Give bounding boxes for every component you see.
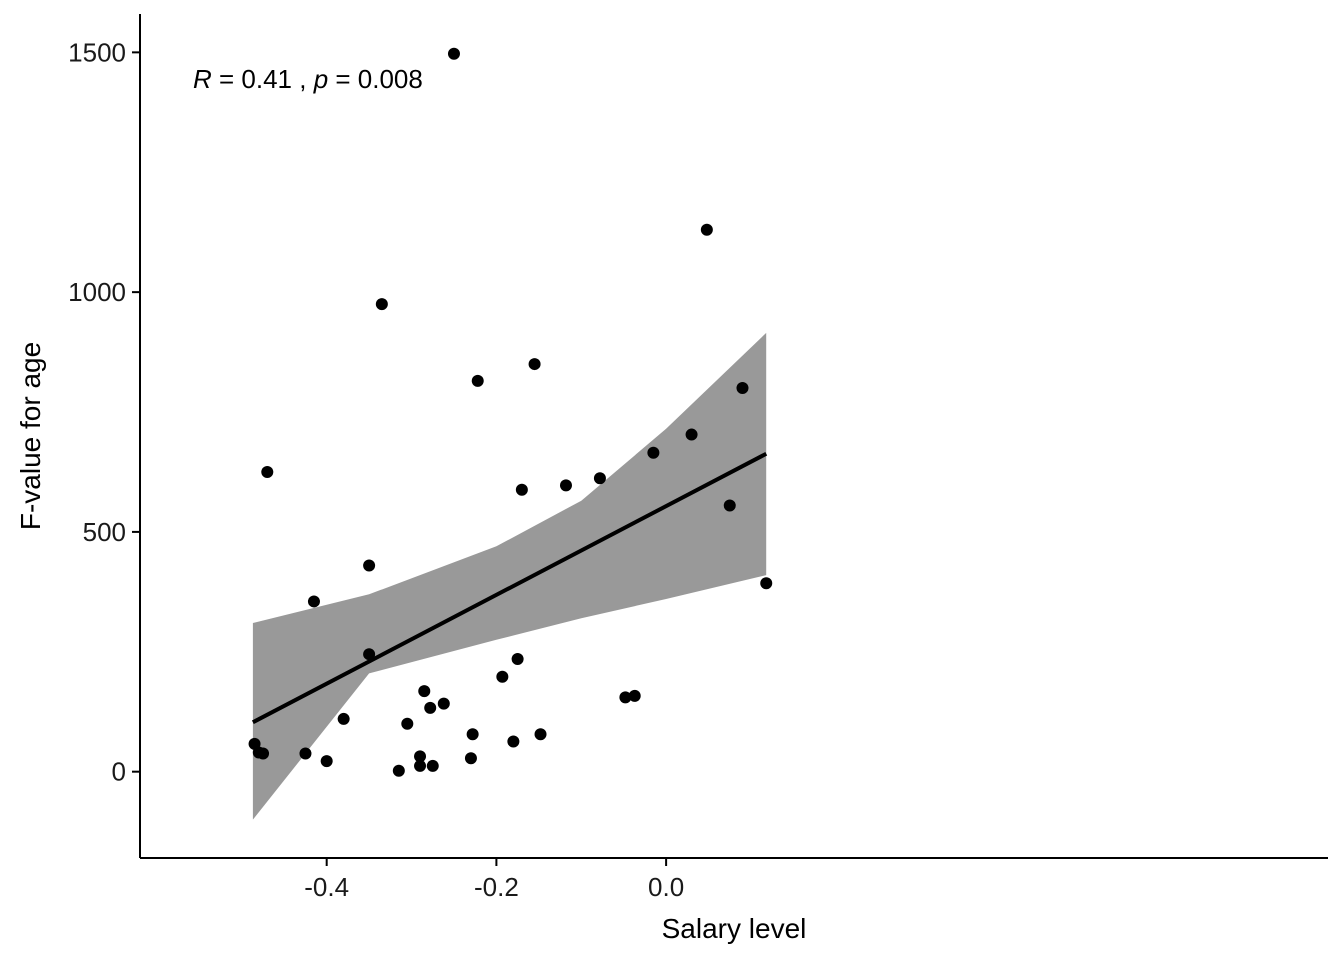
data-point [507,735,520,748]
x-axis-ticks: -0.4 -0.2 0.0 [304,858,684,902]
data-point [375,298,388,311]
data-point [414,759,427,772]
data-point [511,652,524,665]
y-tick-label: 1500 [68,37,126,67]
data-point [528,358,541,371]
data-point [619,691,632,704]
y-tick-label: 500 [83,517,126,547]
data-point [466,728,479,741]
y-axis-title: F-value for age [15,342,46,530]
data-point [496,670,509,683]
p-label: p [313,64,328,94]
data-point [424,701,437,714]
data-point [628,689,641,702]
x-tick-label: 0.0 [648,872,684,902]
x-tick-label: -0.2 [474,872,519,902]
data-point [401,717,414,730]
confidence-band [252,332,767,820]
data-point [437,697,450,710]
data-point [471,374,484,387]
data-point [299,747,312,760]
data-point [261,465,274,478]
y-tick-label: 0 [112,757,126,787]
data-point [647,446,660,459]
data-point [363,559,376,572]
data-point [464,752,477,765]
data-point [447,47,460,60]
data-point [363,648,376,661]
x-tick-label: -0.4 [304,872,349,902]
data-point [593,472,606,485]
data-point [307,595,320,608]
data-point [426,759,439,772]
r-value: = 0.41 , [212,64,314,94]
y-tick-label: 1000 [68,277,126,307]
confidence-band-layer [252,332,767,820]
y-axis-ticks: 0 500 1000 1500 [68,37,140,787]
r-value-annotation: R = 0.41 , p = 0.008 [193,64,423,94]
data-point [700,223,713,236]
data-point [534,728,547,741]
data-point [723,499,736,512]
data-point [392,764,405,777]
r-label: R [193,64,212,94]
regression-line [251,451,768,725]
data-points-layer [248,47,773,777]
data-point [515,483,528,496]
data-point [736,382,749,395]
regression-line-layer [251,451,768,725]
data-point [685,428,698,441]
data-point [320,755,333,768]
x-axis-title: Salary level [662,913,807,944]
data-point [257,747,270,760]
data-point [414,750,427,763]
data-point [337,712,350,725]
p-value: = 0.008 [328,64,423,94]
data-point [760,577,773,590]
data-point [418,685,431,698]
data-point [559,479,572,492]
